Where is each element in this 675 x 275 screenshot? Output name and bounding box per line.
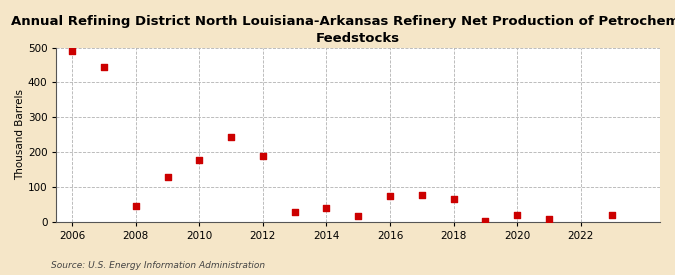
Point <box>130 204 141 208</box>
Point <box>162 175 173 180</box>
Point <box>99 65 109 70</box>
Point <box>67 49 78 53</box>
Point <box>385 193 396 198</box>
Point <box>448 197 459 201</box>
Point <box>512 213 522 218</box>
Y-axis label: Thousand Barrels: Thousand Barrels <box>15 89 25 180</box>
Point <box>543 217 554 221</box>
Point <box>258 154 269 158</box>
Point <box>321 206 332 210</box>
Point <box>290 210 300 214</box>
Point <box>225 135 236 139</box>
Point <box>416 193 427 197</box>
Title: Annual Refining District North Louisiana-Arkansas Refinery Net Production of Pet: Annual Refining District North Louisiana… <box>11 15 675 45</box>
Point <box>607 213 618 217</box>
Point <box>353 214 364 219</box>
Text: Source: U.S. Energy Information Administration: Source: U.S. Energy Information Administ… <box>51 260 265 270</box>
Point <box>194 158 205 162</box>
Point <box>480 218 491 223</box>
